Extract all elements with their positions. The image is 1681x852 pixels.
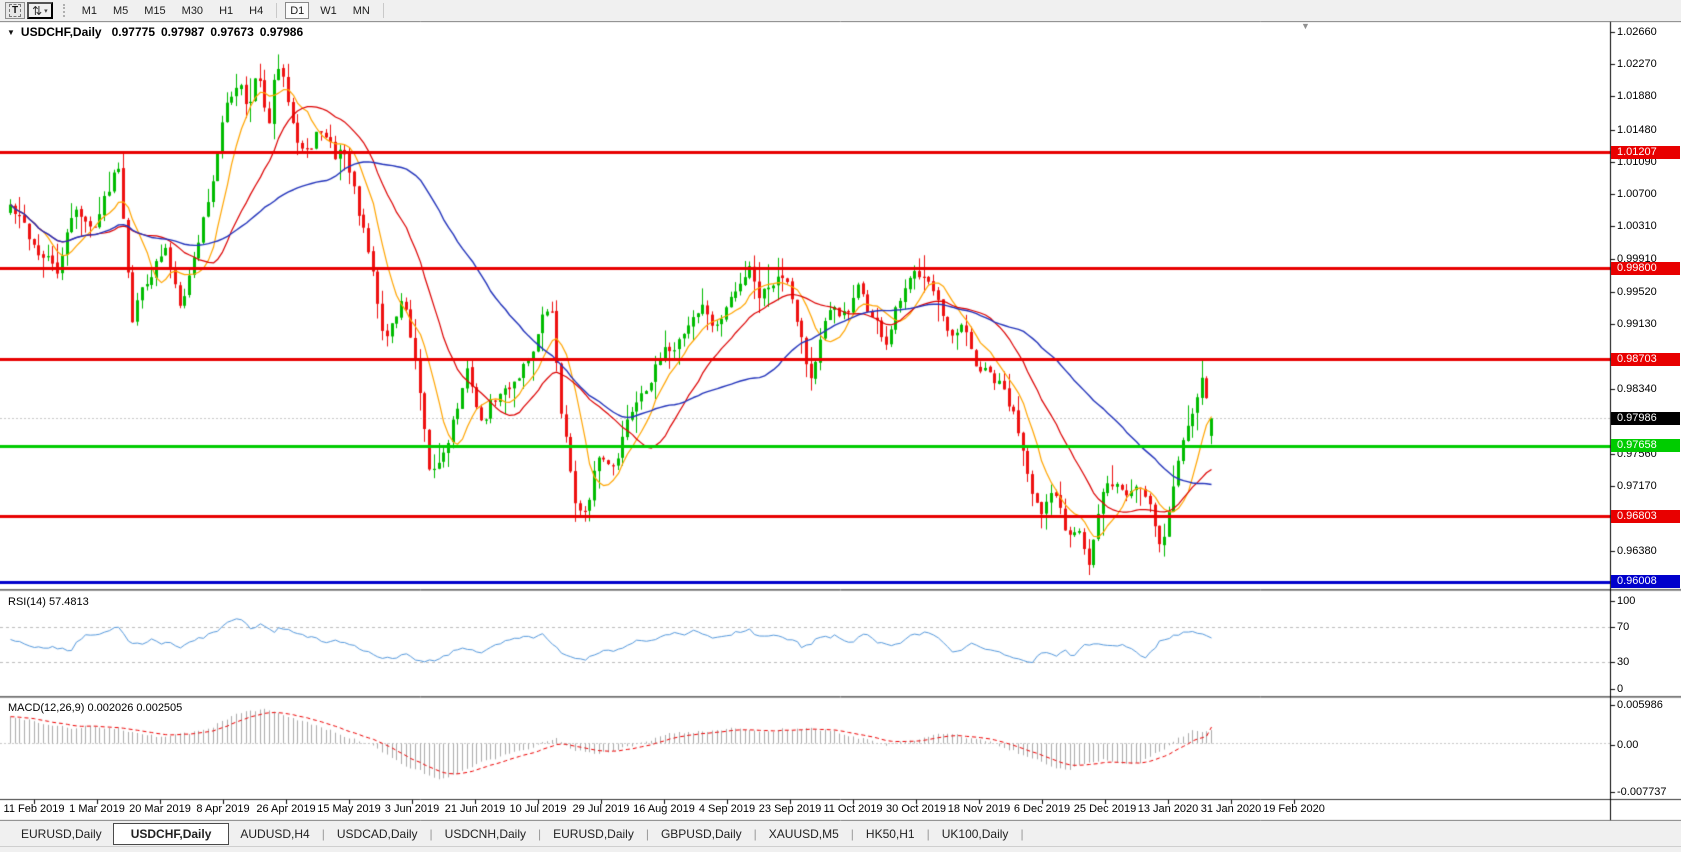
high-value: 0.97987 [161,25,205,39]
symbol-timeframe-label: USDCHF,Daily [20,25,102,39]
chart-tab-usdcad-daily[interactable]: USDCAD,Daily [336,826,418,841]
macd-indicator-label: MACD(12,26,9) 0.002026 0.002505 [8,702,183,714]
window-bottom-strip [0,846,1681,852]
arrange-arrows-button[interactable]: ⇅ ▾ [27,2,53,19]
date-axis-label: 23 Sep 2019 [758,803,822,815]
price-axis-tick: 1.01090 [1617,156,1657,168]
chevron-down-icon: ▾ [44,7,48,15]
timeframe-button-m15[interactable]: M15 [139,2,170,19]
price-axis-tick: 0.99520 [1617,286,1657,298]
chart-tab-xauusd-m5[interactable]: XAUUSD,M5 [768,826,839,841]
timeframe-button-h4[interactable]: H4 [244,2,268,19]
close-value: 0.97986 [259,25,304,39]
chart-tabs: EURUSD,Daily USDCHF,Daily AUDUSD,H4 | USDCAD… [0,822,1681,845]
timeframe-button-w1[interactable]: W1 [315,2,342,19]
rsi-axis-tick: 30 [1617,656,1630,668]
chart-tab-usdchf-daily[interactable]: USDCHF,Daily [112,822,230,845]
price-line-label: 1.01207 [1611,146,1680,159]
price-axis-tick: 0.98340 [1617,383,1657,395]
tab-separator: | [926,826,930,841]
date-axis-label: 25 Dec 2019 [1073,803,1137,815]
sort-arrows-icon: ⇅ [32,3,43,18]
price-line-label: 0.96008 [1611,575,1680,588]
open-value: 0.97775 [111,25,155,39]
price-axis-tick: 0.97170 [1617,480,1657,492]
timeframe-button-h1[interactable]: H1 [214,2,238,19]
date-axis-label: 15 May 2019 [317,803,381,815]
date-axis-label: 3 Jun 2019 [384,803,440,815]
chart-shift-marker[interactable]: ▼ [1301,21,1310,31]
timeframe-button-d1[interactable]: D1 [285,2,310,19]
date-axis-label: 26 Apr 2019 [256,803,316,815]
date-axis-label: 11 Feb 2019 [3,803,65,815]
text-tool-icon: T [9,4,22,17]
date-axis-label: 6 Dec 2019 [1013,803,1071,815]
price-axis-tick: 1.01880 [1617,90,1657,102]
chart-tab-hk50-h1[interactable]: HK50,H1 [865,826,915,841]
chart-tab-uk100-daily[interactable]: UK100,Daily [941,826,1009,841]
price-axis-tick: 1.00310 [1617,220,1657,232]
low-value: 0.97673 [210,25,254,39]
price-axis-tick: 0.99130 [1617,318,1657,330]
chart-tab-eurusd-daily[interactable]: EURUSD,Daily [21,826,102,841]
timeframe-button-m5[interactable]: M5 [108,2,133,19]
date-axis-label: 16 Aug 2019 [633,803,695,815]
date-axis-label: 13 Jan 2020 [1137,803,1199,815]
price-axis-tick: 1.02270 [1617,58,1657,70]
tab-separator: | [850,826,854,841]
date-axis-label: 10 Jul 2019 [509,803,567,815]
date-axis-label: 8 Apr 2019 [196,803,250,815]
date-axis-label: 18 Nov 2019 [947,803,1011,815]
chart-tab-usdcnh-daily[interactable]: USDCNH,Daily [444,826,527,841]
date-axis-label: 29 Jul 2019 [572,803,630,815]
chart-tab-eurusd-daily[interactable]: EURUSD,Daily [553,826,634,841]
text-tool-button[interactable]: T [5,2,26,19]
date-axis-label: 30 Oct 2019 [886,803,946,815]
date-axis-label: 19 Feb 2020 [1263,803,1325,815]
date-axis-label: 21 Jun 2019 [444,803,506,815]
price-axis-tick: 0.96380 [1617,545,1657,557]
macd-axis-tick: 0.005986 [1617,699,1663,711]
price-axis-tick: 1.00700 [1617,188,1657,200]
timeframe-button-group: M1 M5 M15 M30 H1 H4 D1 W1 MN [74,2,389,19]
tab-separator: | [753,826,757,841]
rsi-indicator-label: RSI(14) 57.4813 [8,596,89,608]
tab-separator: | [429,826,433,841]
toolbar-grip [62,4,67,17]
date-axis-label: 31 Jan 2020 [1200,803,1262,815]
toolbar-divider [276,3,278,18]
price-axis-tick: 1.02660 [1617,26,1657,38]
timeframe-button-m1[interactable]: M1 [77,2,102,19]
date-axis-label: 11 Oct 2019 [823,803,883,815]
chart-tab-audusd-h4[interactable]: AUDUSD,H4 [240,826,310,841]
rsi-axis-tick: 100 [1617,595,1636,607]
macd-axis-tick: -0.007737 [1617,786,1667,798]
price-line-label: 0.99800 [1611,262,1680,275]
collapse-arrow-icon: ▼ [7,27,15,37]
timeframe-button-mn[interactable]: MN [348,2,375,19]
current-price-label: 0.97986 [1611,412,1680,425]
chart-tab-gbpusd-daily[interactable]: GBPUSD,Daily [660,826,742,841]
top-toolbar: T ⇅ ▾ M1 M5 M15 M30 H1 H4 D1 W1 MN [0,0,1681,21]
chart-title: ▼ USDCHF,Daily 0.97775 0.97987 0.97673 0… [7,25,309,39]
tab-separator: | [321,826,325,841]
price-axis-tick: 1.01480 [1617,124,1657,136]
tab-separator: | [1020,826,1024,841]
price-line-label: 0.96803 [1611,510,1680,523]
date-axis-label: 20 Mar 2019 [129,803,191,815]
chart-tab-bar: EURUSD,Daily USDCHF,Daily AUDUSD,H4 | USDCAD… [0,822,1681,852]
tab-separator: | [645,826,649,841]
date-axis-label: 1 Mar 2019 [69,803,125,815]
timeframe-button-m30[interactable]: M30 [177,2,208,19]
macd-axis-tick: 0.00 [1617,739,1639,751]
price-line-label: 0.98703 [1611,353,1680,366]
rsi-axis-tick: 0 [1617,683,1624,695]
toolbar-divider [382,3,384,18]
rsi-axis-tick: 70 [1617,621,1630,633]
date-axis-label: 4 Sep 2019 [698,803,756,815]
tab-separator: | [538,826,542,841]
price-line-label: 0.97658 [1611,439,1680,452]
